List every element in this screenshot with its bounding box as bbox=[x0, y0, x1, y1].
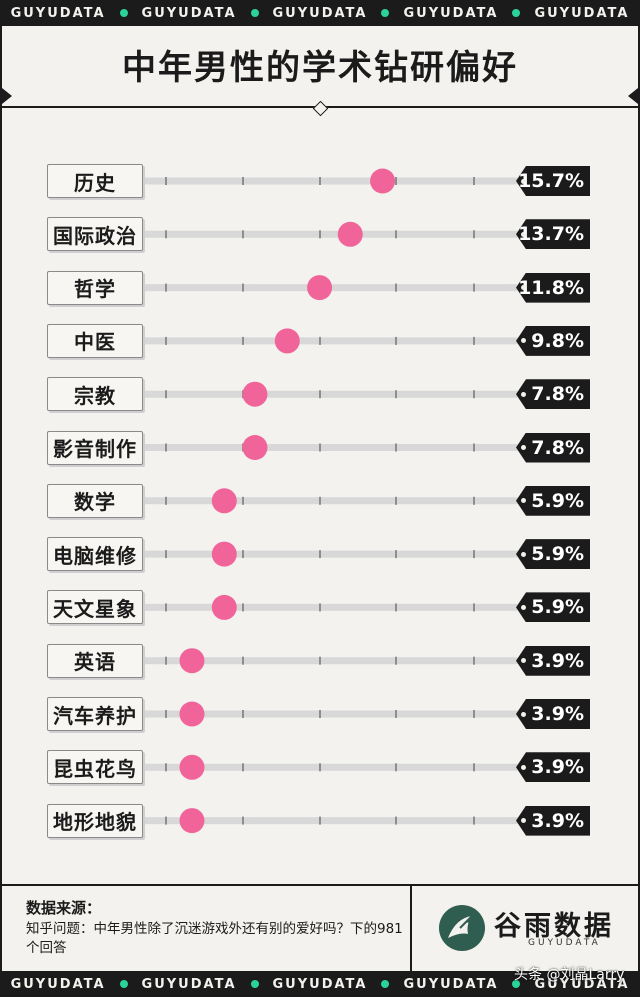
value-marker bbox=[211, 594, 237, 620]
category-label: 地形地貌 bbox=[47, 803, 143, 838]
green-dot-icon bbox=[250, 980, 259, 988]
tag-hole bbox=[521, 498, 526, 504]
category-label: 数学 bbox=[47, 483, 143, 518]
tag-hole bbox=[521, 445, 526, 450]
value-marker bbox=[179, 754, 205, 780]
value-marker bbox=[211, 541, 237, 567]
footer-split-divider bbox=[410, 884, 412, 971]
green-dot-icon bbox=[381, 9, 390, 17]
value-marker bbox=[242, 381, 268, 407]
brand-band-word: GUYUDATA bbox=[141, 976, 237, 992]
value-marker bbox=[370, 168, 396, 194]
bottom-brand-band: GUYUDATA GUYUDATA GUYUDATA GUYUDATA GUYUDATA bbox=[0, 971, 640, 997]
tag-hole bbox=[521, 604, 526, 610]
brand-subtitle: GUYUDATA bbox=[528, 938, 601, 948]
value-label: 13.7% bbox=[516, 219, 590, 250]
brand-band-word: GUYUDATA bbox=[272, 976, 368, 992]
category-label: 历史 bbox=[47, 164, 143, 198]
tag-hole bbox=[521, 178, 526, 184]
tag-hole bbox=[521, 551, 526, 557]
tag-hole bbox=[521, 818, 526, 824]
category-label: 宗教 bbox=[47, 377, 143, 412]
tag-hole bbox=[521, 231, 526, 237]
category-label: 电脑维修 bbox=[47, 537, 143, 572]
category-label: 国际政治 bbox=[47, 217, 143, 252]
green-dot-icon bbox=[250, 9, 259, 17]
tag-hole bbox=[521, 658, 526, 664]
tag-hole bbox=[521, 338, 526, 344]
footer-divider bbox=[2, 884, 638, 886]
value-label: 9.8% bbox=[516, 325, 590, 356]
value-label: 5.9% bbox=[516, 539, 590, 570]
green-dot-icon bbox=[119, 980, 128, 988]
category-label: 汽车养护 bbox=[47, 697, 143, 731]
value-marker bbox=[337, 221, 363, 247]
divider-right-arrow bbox=[628, 88, 638, 104]
green-dot-icon bbox=[119, 9, 128, 17]
value-label: 3.9% bbox=[516, 645, 590, 676]
top-brand-band: GUYUDATA GUYUDATA GUYUDATA GUYUDATA GUYUDATA bbox=[0, 0, 640, 26]
brand-name: 谷雨数据 bbox=[494, 911, 614, 942]
value-label: 15.7% bbox=[516, 166, 590, 196]
value-marker bbox=[274, 328, 300, 354]
value-label: 3.9% bbox=[516, 805, 590, 836]
value-label: 3.9% bbox=[516, 699, 590, 729]
bird-logo-icon bbox=[439, 905, 485, 951]
tag-hole bbox=[521, 391, 526, 397]
chart-title: 中年男性的学术钻研偏好 bbox=[122, 48, 518, 88]
green-dot-icon bbox=[512, 980, 521, 988]
watermark-text: 头条 @刘晶Larry bbox=[514, 967, 625, 983]
brand-band-word: GUYUDATA bbox=[403, 976, 499, 992]
dot-plot-chart bbox=[139, 168, 520, 834]
source-text: 知乎问题：中年男性除了沉迷游戏外还有别的爱好吗？下的981个回答 bbox=[26, 921, 403, 956]
category-label: 中医 bbox=[47, 323, 143, 358]
value-marker bbox=[179, 808, 205, 834]
brand-band-word: GUYUDATA bbox=[272, 5, 368, 21]
value-marker bbox=[179, 648, 205, 674]
value-label: 5.9% bbox=[516, 592, 590, 623]
brand-band-word: GUYUDATA bbox=[403, 5, 499, 21]
green-dot-icon bbox=[512, 9, 521, 17]
value-marker bbox=[307, 275, 333, 301]
value-marker bbox=[242, 435, 268, 460]
brand-band-word: GUYUDATA bbox=[10, 5, 106, 21]
value-label: 3.9% bbox=[516, 752, 590, 783]
value-label: 7.8% bbox=[516, 379, 590, 410]
brand-band-word: GUYUDATA bbox=[141, 5, 237, 21]
tag-hole bbox=[521, 711, 526, 717]
value-marker bbox=[179, 701, 205, 727]
tag-hole bbox=[521, 764, 526, 770]
green-dot-icon bbox=[381, 980, 390, 988]
category-label: 英语 bbox=[47, 643, 143, 678]
value-marker bbox=[211, 488, 237, 514]
tag-hole bbox=[521, 285, 526, 291]
brand-band-word: GUYUDATA bbox=[534, 976, 630, 992]
category-label: 影音制作 bbox=[47, 430, 143, 465]
value-label: 11.8% bbox=[516, 272, 590, 303]
brand-band-word: GUYUDATA bbox=[534, 5, 630, 21]
category-label: 天文星象 bbox=[47, 590, 143, 625]
value-label: 5.9% bbox=[516, 485, 590, 516]
category-label: 昆虫花鸟 bbox=[47, 750, 143, 785]
divider-left-arrow bbox=[2, 88, 12, 104]
source-title: 数据来源： bbox=[26, 899, 102, 917]
value-label: 7.8% bbox=[516, 432, 590, 463]
category-label: 哲学 bbox=[47, 270, 143, 305]
brand-band-word: GUYUDATA bbox=[10, 976, 106, 992]
content-frame bbox=[0, 26, 640, 971]
